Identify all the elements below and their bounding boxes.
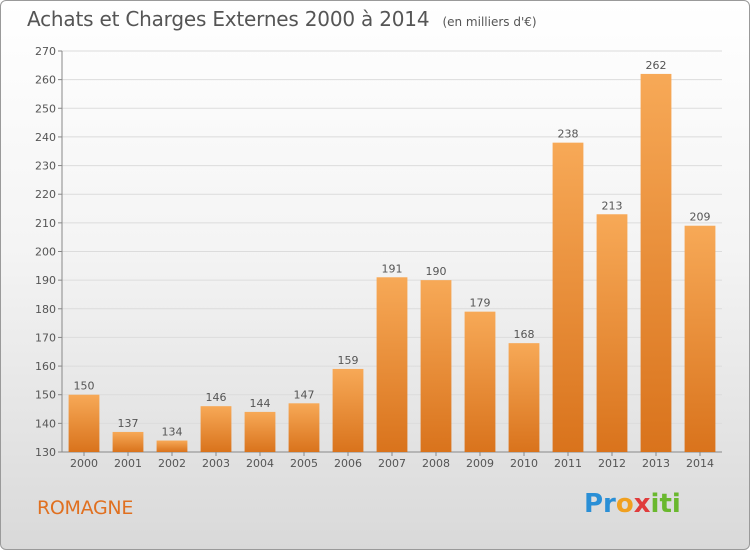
y-tick-label: 260 xyxy=(35,74,56,87)
bar xyxy=(596,214,628,452)
bar xyxy=(156,440,188,452)
data-label: 179 xyxy=(470,297,491,310)
x-tick-labels: 2000 2001 2002 2003 2004 2005 2006 2007 2008 2009… xyxy=(70,457,714,470)
y-tick-label: 130 xyxy=(35,446,56,459)
y-tick-label: 230 xyxy=(35,160,56,173)
bar xyxy=(112,431,144,452)
x-tick-label: 2008 xyxy=(422,457,450,470)
data-label: 213 xyxy=(602,199,623,212)
bar xyxy=(640,73,672,453)
bar xyxy=(376,277,408,452)
x-tick-label: 2006 xyxy=(334,457,362,470)
y-tick-label: 140 xyxy=(35,417,56,430)
bar xyxy=(200,406,232,452)
bar xyxy=(420,280,452,452)
chart-title: Achats et Charges Externes 2000 à 2014 xyxy=(27,7,430,31)
x-tick-label: 2003 xyxy=(202,457,230,470)
data-label: 168 xyxy=(514,328,535,341)
bar xyxy=(68,394,100,452)
chart-title-block: Achats et Charges Externes 2000 à 2014 (… xyxy=(27,7,537,31)
y-tick-label: 240 xyxy=(35,131,56,144)
logo-part: Pr xyxy=(584,489,616,519)
x-tick-label: 2005 xyxy=(290,457,318,470)
y-tick-label: 150 xyxy=(35,389,56,402)
y-tick-label: 250 xyxy=(35,102,56,115)
bar xyxy=(464,311,496,452)
y-tick-label: 220 xyxy=(35,188,56,201)
bar xyxy=(244,411,276,452)
logo-part: x xyxy=(633,489,651,519)
y-tick-label: 210 xyxy=(35,217,56,230)
x-tick-label: 2014 xyxy=(686,457,714,470)
y-tick-labels: 130 140 150 160 170 180 190 200 210 220 230 240 250 2… xyxy=(35,45,56,459)
data-label: 137 xyxy=(118,417,139,430)
y-tick-label: 200 xyxy=(35,246,56,259)
x-tick-label: 2001 xyxy=(114,457,142,470)
data-labels: 150 137 134 146 144 147 159 191 190 179 168 238 213 2… xyxy=(74,59,711,439)
data-label: 191 xyxy=(382,262,403,275)
x-tick-label: 2012 xyxy=(598,457,626,470)
place-name: ROMAGNE xyxy=(37,497,134,519)
bars xyxy=(68,73,716,453)
data-label: 146 xyxy=(206,391,227,404)
data-label: 209 xyxy=(690,211,711,224)
x-tick-label: 2010 xyxy=(510,457,538,470)
x-tick-label: 2000 xyxy=(70,457,98,470)
x-tick-label: 2009 xyxy=(466,457,494,470)
bar xyxy=(684,225,716,452)
x-tick-label: 2013 xyxy=(642,457,670,470)
data-label: 144 xyxy=(250,397,271,410)
y-tick-label: 190 xyxy=(35,274,56,287)
proxiti-logo: Proxiti xyxy=(584,489,681,519)
chart-subtitle: (en milliers d'€) xyxy=(442,15,537,29)
x-tick-label: 2002 xyxy=(158,457,186,470)
data-label: 190 xyxy=(426,265,447,278)
bar xyxy=(552,142,584,452)
data-label: 159 xyxy=(338,354,359,367)
y-tick-label: 270 xyxy=(35,45,56,58)
data-label: 150 xyxy=(74,380,95,393)
x-tick-label: 2007 xyxy=(378,457,406,470)
x-tick-label: 2004 xyxy=(246,457,274,470)
data-label: 134 xyxy=(162,426,183,439)
bar xyxy=(288,403,320,452)
logo-part: iti xyxy=(650,489,681,519)
y-tick-label: 180 xyxy=(35,303,56,316)
bar xyxy=(508,343,540,452)
y-tick-label: 170 xyxy=(35,331,56,344)
logo-part: o xyxy=(615,489,634,519)
y-tick-label: 160 xyxy=(35,360,56,373)
x-tick-label: 2011 xyxy=(554,457,582,470)
data-label: 147 xyxy=(294,388,315,401)
bar xyxy=(332,368,364,452)
data-label: 238 xyxy=(558,128,579,141)
data-label: 262 xyxy=(646,59,667,72)
